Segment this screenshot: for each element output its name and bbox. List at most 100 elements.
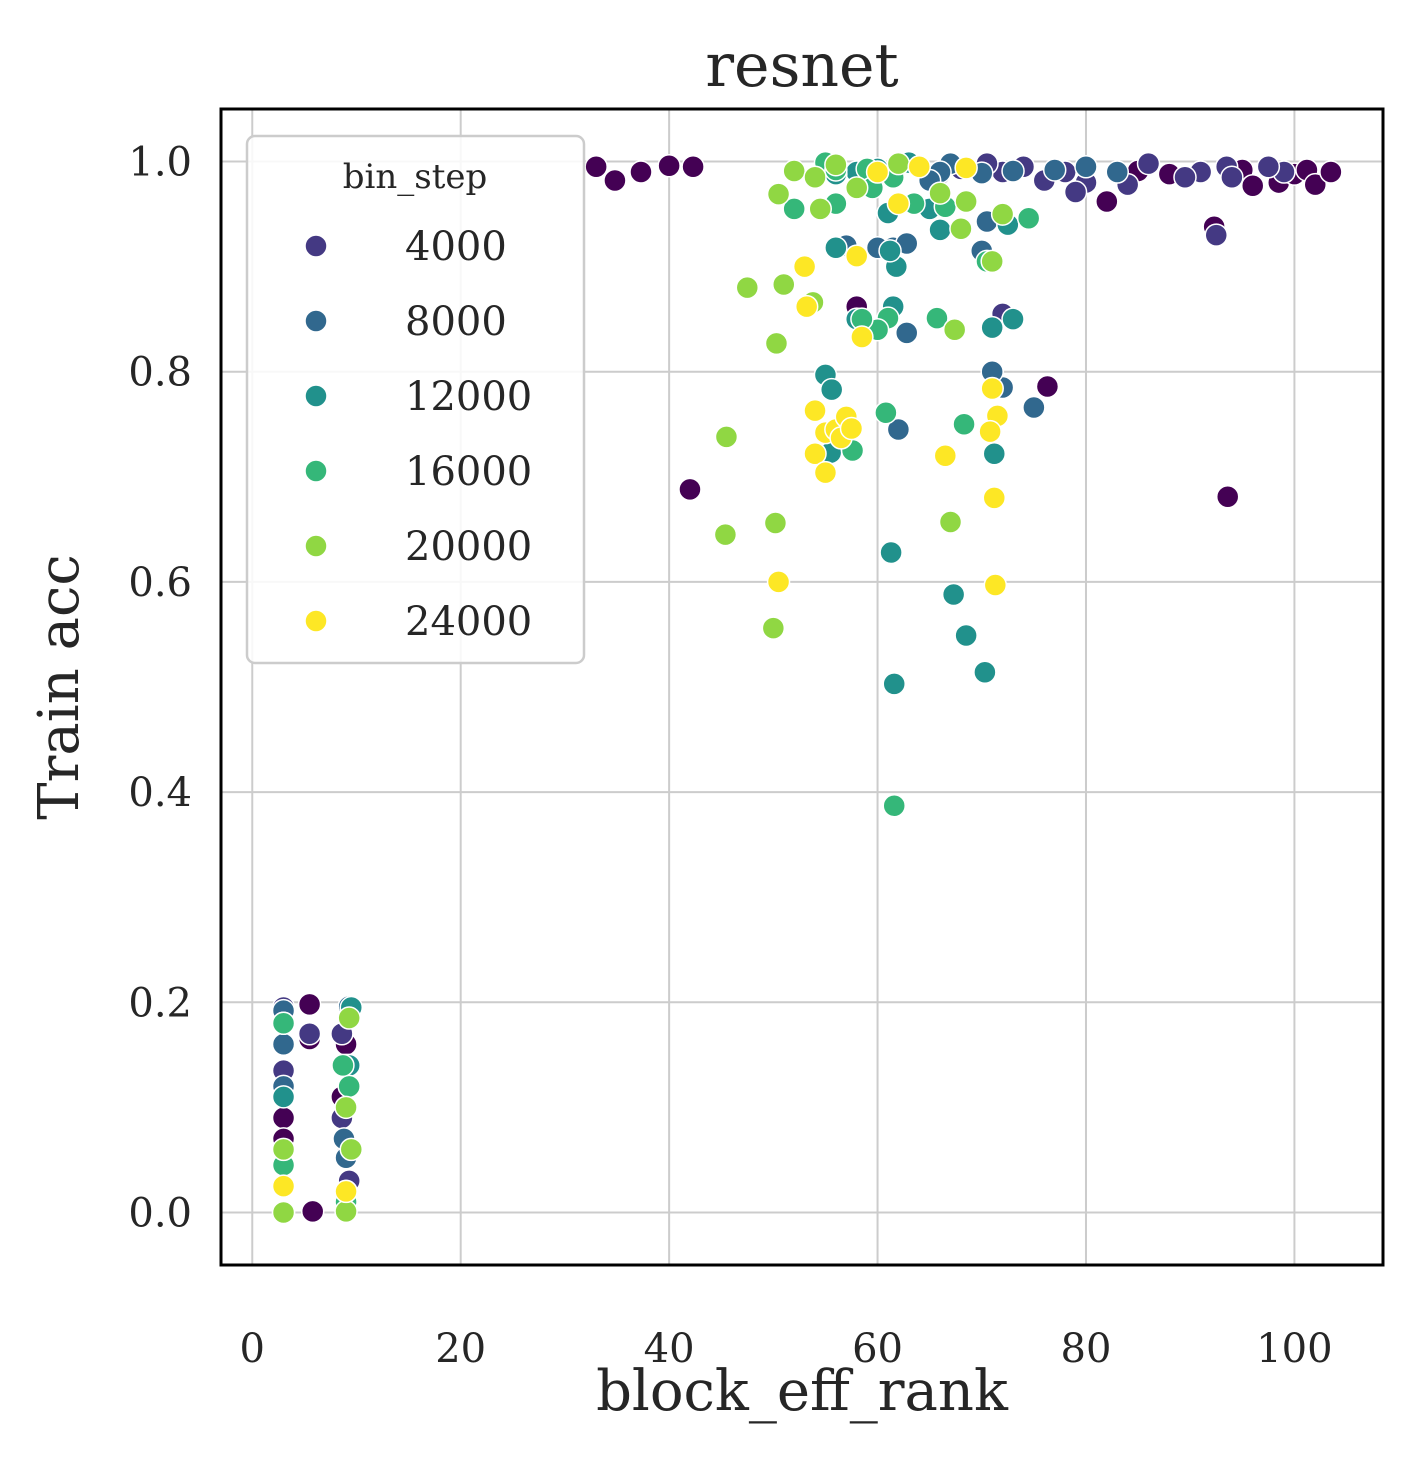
data-point (1016, 206, 1041, 231)
legend-title: bin_step (343, 157, 488, 197)
data-point (1240, 173, 1265, 198)
x-tick-label: 100 (1256, 1326, 1332, 1372)
data-point (1095, 189, 1119, 214)
data-point (271, 1085, 296, 1109)
data-point (1105, 160, 1130, 184)
data-point (761, 616, 786, 640)
data-point (925, 306, 949, 330)
data-point (1136, 151, 1161, 176)
legend: bin_step 4000 8000 12000 16000 20000 24000 (245, 134, 586, 665)
data-point (657, 153, 681, 178)
legend-label: 4000 (405, 224, 507, 270)
data-point (978, 419, 1002, 444)
data-point (980, 249, 1004, 274)
data-point (886, 191, 911, 216)
data-point (334, 1179, 358, 1204)
data-point (938, 510, 963, 534)
data-point (878, 239, 902, 263)
y-tick-labels: 0.0 0.2 0.4 0.6 0.8 1.0 (128, 140, 192, 1237)
data-point (865, 160, 890, 184)
data-point (886, 151, 911, 176)
data-point (808, 197, 832, 221)
data-point (882, 794, 906, 818)
data-point (337, 1074, 361, 1099)
data-point (819, 377, 844, 402)
data-point (907, 155, 931, 179)
data-point (1204, 223, 1229, 247)
plot-frame (219, 107, 1385, 1267)
data-point (714, 425, 739, 449)
x-tick-label: 60 (852, 1326, 903, 1372)
y-tick-label: 0.4 (128, 770, 192, 816)
x-tick-labels: 0 20 40 60 80 100 (240, 1326, 1333, 1372)
x-tick-label: 20 (435, 1326, 486, 1372)
data-point (882, 672, 906, 696)
data-point (271, 1106, 296, 1130)
data-point (1042, 158, 1067, 182)
data-point (603, 168, 627, 193)
x-tick-label: 0 (240, 1326, 265, 1372)
data-point (983, 573, 1008, 597)
data-point (271, 1137, 296, 1162)
data-point (954, 156, 978, 180)
data-point (764, 331, 789, 356)
data-point (803, 441, 827, 466)
data-points (271, 150, 1343, 1225)
data-point (681, 155, 705, 179)
data-point (1319, 160, 1343, 184)
data-point (813, 460, 838, 485)
data-point (713, 522, 738, 547)
data-point (794, 294, 819, 319)
data-point (980, 315, 1004, 340)
legend-items: 4000 8000 12000 16000 20000 24000 (304, 224, 532, 645)
x-axis-label: block_eff_rank (596, 1359, 1009, 1424)
data-point (1035, 374, 1060, 399)
data-point (334, 1095, 358, 1120)
y-tick-label: 0.6 (128, 560, 192, 606)
data-point (1173, 165, 1197, 190)
data-point (844, 244, 869, 268)
data-point (297, 992, 322, 1017)
legend-marker (304, 534, 328, 558)
data-point (954, 623, 978, 648)
legend-box (245, 134, 586, 665)
data-point (980, 376, 1004, 401)
data-point (271, 1200, 296, 1225)
data-point (297, 1022, 322, 1046)
legend-marker (304, 234, 328, 258)
data-point (271, 1011, 296, 1036)
data-point (772, 272, 796, 297)
data-point (763, 511, 788, 535)
chart-title: resnet (705, 31, 898, 101)
data-point (933, 444, 958, 468)
data-point (824, 235, 848, 260)
data-point (879, 540, 903, 565)
data-point (1022, 395, 1046, 420)
data-point (803, 165, 827, 190)
data-point (886, 417, 911, 442)
x-tick-label: 40 (644, 1326, 695, 1372)
data-point (894, 321, 919, 345)
data-point (271, 1174, 296, 1198)
data-point (949, 217, 973, 241)
y-axis-label: Train acc (27, 554, 92, 819)
data-point (629, 160, 653, 184)
data-point (1063, 180, 1088, 204)
y-tick-label: 1.0 (128, 140, 192, 186)
data-point (844, 176, 869, 200)
legend-marker (304, 609, 328, 633)
legend-label: 20000 (405, 524, 532, 570)
data-point (782, 159, 806, 183)
y-tick-label: 0.0 (128, 1190, 192, 1236)
data-point (941, 582, 966, 607)
data-point (337, 1006, 361, 1030)
data-point (839, 416, 864, 441)
data-point (990, 202, 1015, 226)
data-point (792, 254, 817, 279)
legend-label: 12000 (405, 374, 532, 420)
data-point (928, 218, 952, 242)
data-point (735, 275, 760, 300)
legend-label: 8000 (405, 299, 507, 345)
